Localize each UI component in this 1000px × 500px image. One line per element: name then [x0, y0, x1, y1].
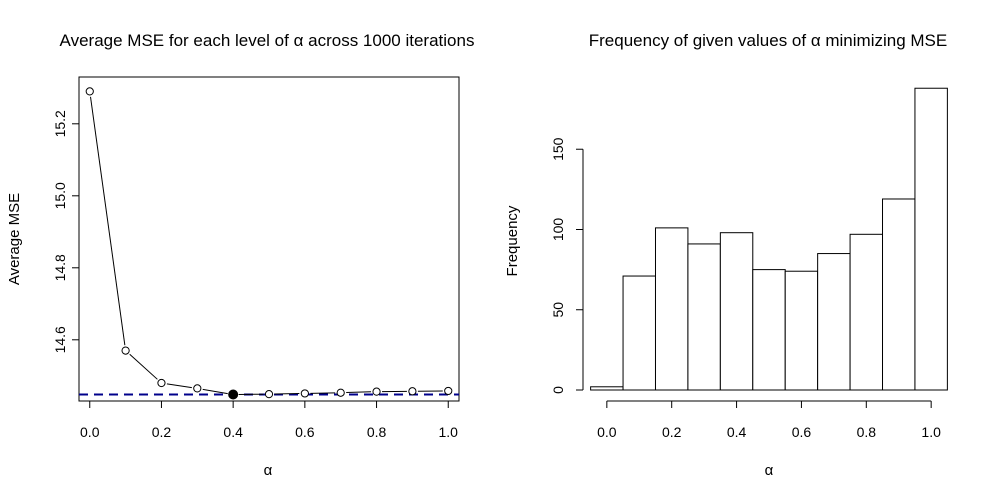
mse-x-axis: 0.0 0.2 0.4 0.6 0.8 1.0	[80, 400, 459, 440]
histogram-y-tick-label: 100	[550, 218, 566, 242]
histogram-y-tick-label: 0	[550, 386, 566, 394]
mse-x-tick-label: 0.6	[295, 424, 315, 440]
histogram-x-tick-label: 0.2	[662, 424, 682, 440]
mse-y-tick-label: 14.8	[52, 254, 68, 281]
histogram-bar	[622, 275, 656, 391]
mse-y-axis: 14.6 14.8 15.0 15.2	[52, 110, 80, 353]
histogram-bar	[719, 232, 754, 391]
histogram-x-tick-label: 0.8	[857, 424, 877, 440]
mse-point	[264, 390, 274, 399]
mse-x-tick-label: 0.2	[152, 424, 172, 440]
mse-y-tick-label: 14.6	[52, 326, 68, 353]
histogram-title: Frequency of given values of α minimizin…	[589, 31, 947, 50]
histogram-bar	[590, 386, 624, 391]
histogram-x-tick-label: 0.4	[727, 424, 747, 440]
frequency-histogram: Frequency of given values of α minimizin…	[504, 31, 948, 479]
mse-point	[300, 389, 309, 398]
histogram-bar	[687, 243, 721, 391]
mse-point	[121, 346, 130, 355]
histogram-y-tick-label: 150	[550, 137, 566, 161]
histogram-bar	[752, 269, 786, 391]
mse-y-tick-label: 15.2	[52, 110, 68, 137]
mse-point	[408, 387, 417, 396]
histogram-bar	[849, 233, 884, 391]
mse-line-chart: Average MSE for each level of α across 1…	[6, 31, 474, 479]
mse-line-segment	[202, 388, 228, 395]
histogram-bars	[590, 87, 948, 391]
histogram-y-tick-label: 50	[550, 302, 566, 318]
mse-x-tick-label: 1.0	[439, 424, 459, 440]
mse-line-segment	[129, 353, 158, 380]
mse-x-tick-label: 0.4	[223, 424, 243, 440]
histogram-bar	[914, 87, 948, 391]
mse-point	[444, 386, 453, 396]
histogram-bar	[654, 227, 689, 391]
histogram-y-axis-label: Frequency	[504, 205, 521, 276]
mse-point	[193, 384, 202, 393]
mse-point	[157, 378, 166, 388]
mse-line-segment	[90, 96, 126, 346]
mse-point	[372, 387, 381, 396]
histogram-x-axis: 0.0 0.2 0.4 0.6 0.8 1.0	[597, 400, 941, 440]
mse-x-tick-label: 0.0	[80, 424, 100, 440]
histogram-bar	[784, 270, 819, 391]
mse-series	[79, 87, 459, 400]
mse-line-segment	[166, 383, 192, 389]
histogram-x-tick-label: 1.0	[921, 424, 941, 440]
mse-min-point	[228, 389, 239, 400]
mse-chart-title: Average MSE for each level of α across 1…	[60, 31, 475, 50]
mse-x-tick-label: 0.8	[367, 424, 387, 440]
mse-line-segment	[346, 391, 372, 394]
mse-x-axis-label: α	[264, 462, 273, 479]
mse-point	[85, 87, 94, 96]
mse-plot-frame	[78, 76, 460, 402]
histogram-x-tick-label: 0.0	[597, 424, 617, 440]
mse-y-tick-label: 15.0	[52, 182, 68, 209]
mse-y-axis-label: Average MSE	[6, 193, 23, 285]
histogram-bar	[882, 198, 916, 391]
histogram-x-tick-label: 0.6	[792, 424, 812, 440]
histogram-y-axis: 0 50 100 150	[550, 137, 584, 394]
histogram-x-axis-label: α	[765, 462, 774, 479]
histogram-bar	[817, 253, 851, 391]
mse-point	[336, 388, 345, 397]
